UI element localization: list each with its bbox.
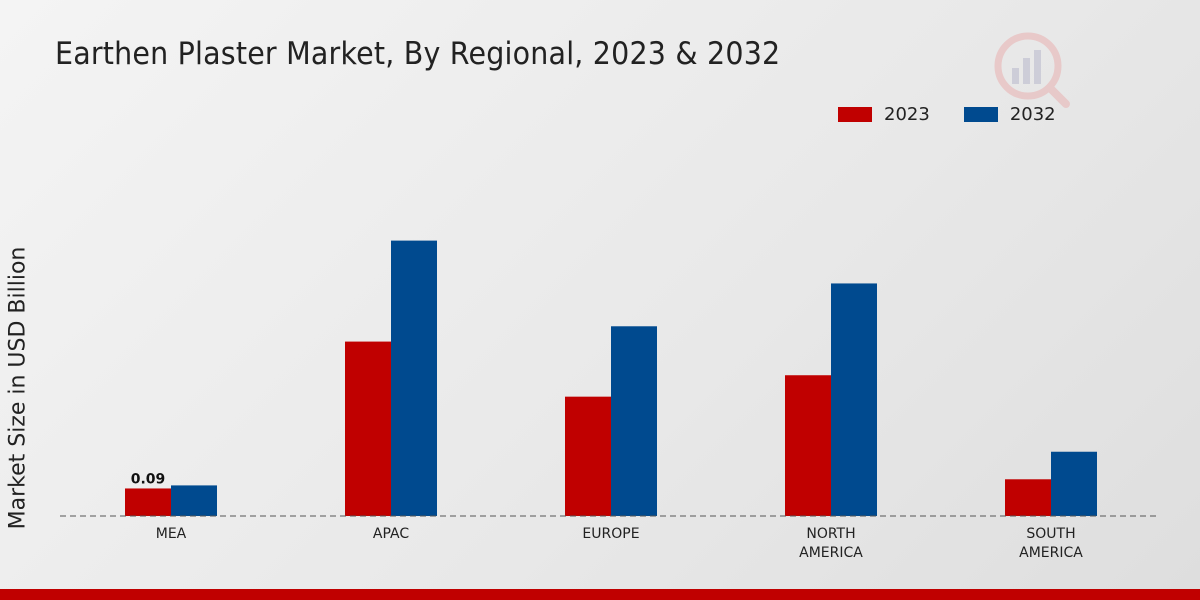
analytics-chart-icon — [994, 32, 1070, 108]
legend-swatch-2023 — [838, 107, 872, 122]
bar-2023-apac — [345, 341, 391, 516]
bar-2032-europe — [611, 326, 657, 516]
x-tick-label-mea: MEA — [156, 526, 187, 542]
bar-2032-apac — [391, 240, 437, 516]
bar-2023-north-america — [785, 375, 831, 516]
x-tick-label-apac: APAC — [373, 526, 409, 542]
legend-swatch-2032 — [963, 107, 998, 122]
bar-2032-north-america — [831, 283, 877, 516]
x-tick-label-north-america: NORTH AMERICA — [799, 526, 863, 561]
legend-label-2032: 2032 — [1009, 104, 1056, 125]
x-tick-label-south-america: SOUTH AMERICA — [1019, 526, 1083, 561]
chart-legend: 2023 2032 — [838, 104, 1090, 125]
bar-2032-mea — [171, 485, 217, 516]
x-tick-label-europe: EUROPE — [582, 526, 639, 542]
bottom-accent-bar — [0, 589, 1200, 600]
bar-2032-south-america — [1051, 451, 1097, 516]
bar-2023-europe — [565, 396, 611, 516]
bar-2023-south-america — [1005, 479, 1051, 516]
data-label-2023-0: 0.09 — [131, 471, 166, 487]
chart-title: Earthen Plaster Market, By Regional, 202… — [55, 36, 781, 72]
legend-item-2032: 2032 — [963, 104, 1056, 125]
legend-label-2023: 2023 — [884, 104, 930, 125]
bar-2023-mea — [125, 488, 171, 516]
legend-item-2023: 2023 — [838, 104, 930, 125]
